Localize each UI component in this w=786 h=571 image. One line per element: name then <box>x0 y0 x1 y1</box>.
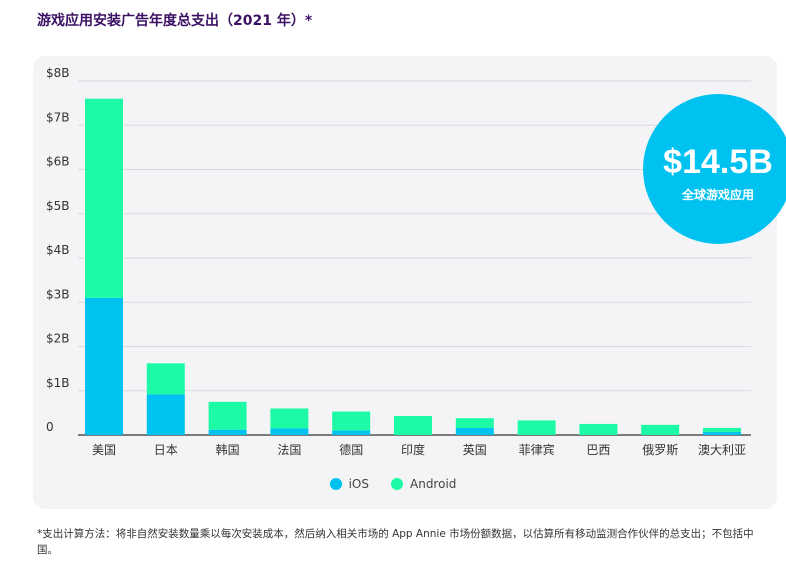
bar-ios[interactable] <box>85 297 123 435</box>
x-tick-label: 德国 <box>339 442 363 457</box>
total-spend-badge: $14.5B 全球游戏应用 <box>643 94 786 244</box>
y-tick-label: $4B <box>46 243 70 257</box>
bar-android[interactable] <box>394 415 432 435</box>
bar-ios[interactable] <box>146 394 185 435</box>
y-tick-label: $5B <box>46 199 70 213</box>
bar-android[interactable] <box>641 424 680 435</box>
bar-ios[interactable] <box>270 428 309 435</box>
bar-android[interactable] <box>517 420 556 435</box>
bar-android[interactable] <box>332 411 371 431</box>
y-tick-label: 0 <box>46 420 54 434</box>
x-tick-label: 日本 <box>154 443 178 457</box>
bar-ios[interactable] <box>332 430 371 435</box>
x-tick-label: 巴西 <box>586 443 610 457</box>
bar-android[interactable] <box>579 423 618 435</box>
y-tick-label: $6B <box>46 155 70 169</box>
legend-item-android[interactable]: Android <box>391 477 456 491</box>
y-tick-label: $7B <box>46 110 70 124</box>
footnote: *支出计算方法：将非自然安装数量乘以每次安装成本，然后纳入相关市场的 App A… <box>37 528 754 556</box>
bar-ios[interactable] <box>455 427 494 435</box>
chart-title: 游戏应用安装广告年度总支出（2021 年）* <box>37 13 313 29</box>
legend-swatch-ios <box>329 478 342 490</box>
y-tick-label: $1B <box>46 376 70 390</box>
bar-android[interactable] <box>703 427 741 432</box>
y-tick-label: $3B <box>46 287 70 301</box>
chart-plot: 0 $1B $2B $3B $4B $5B $6B $7B $8B 美国 日本 韩国 法国 德国 印度 英国 菲… <box>46 66 751 457</box>
badge-value: $14.5B <box>663 143 773 181</box>
x-tick-label: 菲律宾 <box>519 442 555 457</box>
y-tick-label: $2B <box>46 332 70 346</box>
y-tick-label: $8B <box>46 66 70 80</box>
bar-ios[interactable] <box>208 429 247 435</box>
chart-legend: iOS Android <box>0 477 786 491</box>
x-tick-label: 法国 <box>277 443 301 457</box>
x-tick-label: 韩国 <box>216 442 240 457</box>
x-tick-label: 英国 <box>463 443 487 457</box>
legend-label-android: Android <box>410 477 457 491</box>
x-tick-label: 印度 <box>401 442 425 457</box>
bar-android[interactable] <box>455 418 494 428</box>
badge-label: 全球游戏应用 <box>681 188 754 202</box>
bar-android[interactable] <box>146 363 185 395</box>
x-tick-label: 俄罗斯 <box>642 443 678 457</box>
legend-item-ios[interactable]: iOS <box>329 477 369 491</box>
x-tick-label: 美国 <box>92 443 116 457</box>
bar-android[interactable] <box>85 98 123 298</box>
legend-label-ios: iOS <box>348 477 369 491</box>
bar-ios[interactable] <box>703 431 741 435</box>
bar-android[interactable] <box>270 408 309 429</box>
bar-android[interactable] <box>208 401 247 430</box>
chart-card: 0 $1B $2B $3B $4B $5B $6B $7B $8B 美国 日本 韩国 法国 德国 印度 英国 菲… <box>33 56 786 509</box>
x-tick-label: 澳大利亚 <box>698 443 746 457</box>
legend-swatch-android <box>391 478 403 490</box>
